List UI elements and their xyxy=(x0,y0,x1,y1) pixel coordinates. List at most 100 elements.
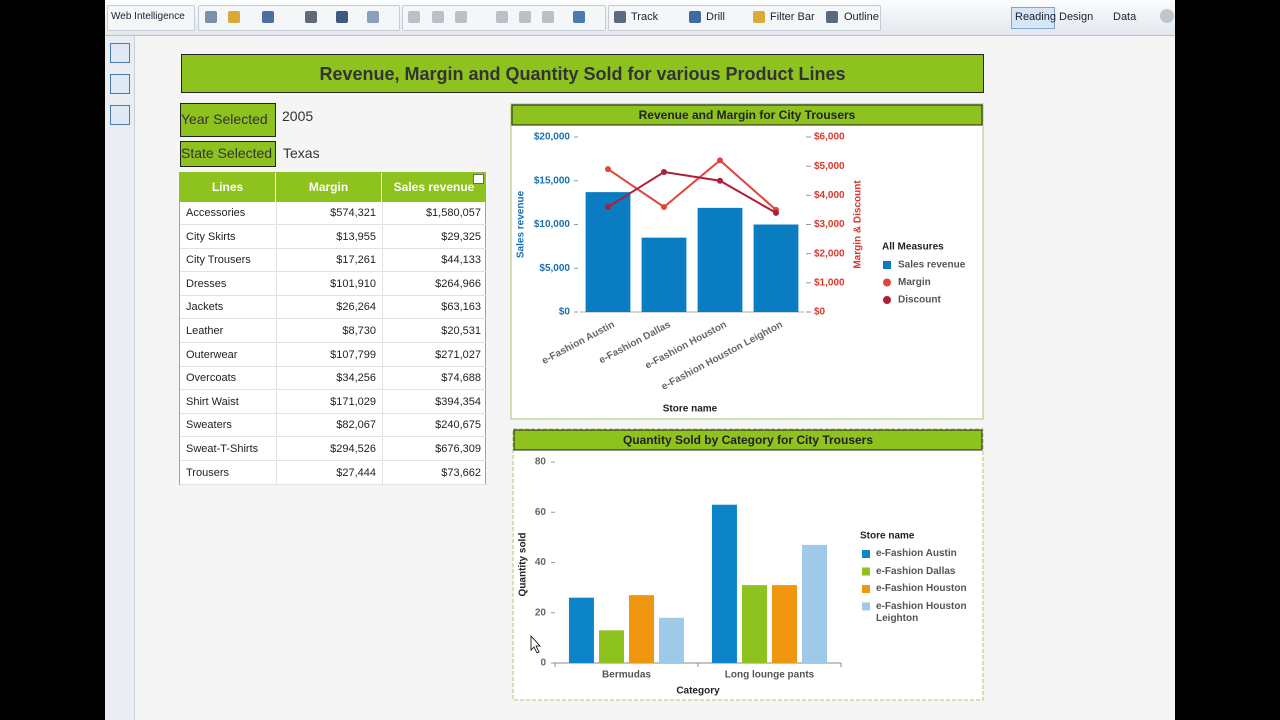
legend-swatch xyxy=(883,261,891,269)
redo-icon[interactable] xyxy=(519,11,531,23)
x-tick-label: Bermudas xyxy=(602,670,651,681)
table-cell: $574,321 xyxy=(276,202,382,225)
table-cell: $271,027 xyxy=(382,343,487,367)
x-tick-label: Long lounge pants xyxy=(725,670,815,681)
outline-button[interactable]: Outline xyxy=(844,11,879,23)
table-cell: City Trousers xyxy=(180,249,276,273)
bar xyxy=(711,504,737,663)
open-icon[interactable] xyxy=(228,11,240,23)
y2-tick-label: $0 xyxy=(814,307,826,318)
new-icon[interactable] xyxy=(205,11,217,23)
table-cell: Accessories xyxy=(180,202,276,225)
bar xyxy=(598,630,624,663)
app-menu[interactable] xyxy=(107,5,195,31)
mouse-cursor xyxy=(530,634,541,654)
outline-icon[interactable] xyxy=(826,11,838,23)
legend-label: Sales revenue xyxy=(898,260,966,271)
x-axis-title: Store name xyxy=(663,404,718,415)
table-cell: Dresses xyxy=(180,273,276,296)
print-icon[interactable] xyxy=(305,11,317,23)
filter-value: 2005 xyxy=(282,108,314,124)
reading-tab-bg[interactable] xyxy=(1011,7,1055,29)
refresh-icon[interactable] xyxy=(573,11,585,23)
track-icon[interactable] xyxy=(614,11,626,23)
data-tab[interactable]: Data xyxy=(1113,11,1137,23)
point xyxy=(661,169,667,175)
table-cell: Leather xyxy=(180,320,276,343)
cut-icon[interactable] xyxy=(408,11,420,23)
delete-icon[interactable] xyxy=(542,11,554,23)
table-cell: $17,261 xyxy=(276,249,382,273)
find-icon[interactable] xyxy=(336,11,348,23)
point xyxy=(661,204,667,210)
table-cell: $294,526 xyxy=(276,438,382,461)
report-title-bar xyxy=(181,54,984,93)
table-cell: $107,799 xyxy=(276,343,382,367)
table-cell: City Skirts xyxy=(180,226,276,249)
point xyxy=(717,177,723,184)
y-tick-label: $0 xyxy=(559,307,571,318)
bar xyxy=(585,192,631,312)
track-button[interactable]: Track xyxy=(631,11,659,23)
legend-label: e-Fashion Dallas xyxy=(876,565,956,577)
filter-bar-button[interactable]: Filter Bar xyxy=(770,11,815,23)
bar xyxy=(659,617,685,663)
filter-box xyxy=(180,141,276,167)
y-tick-label: 80 xyxy=(535,457,547,468)
side-panel xyxy=(105,36,135,720)
legend-label: e-Fashion Houston xyxy=(876,583,967,594)
y2-tick-label: $2,000 xyxy=(814,248,845,259)
table-cell: $13,955 xyxy=(276,225,382,249)
paste-icon[interactable] xyxy=(455,11,467,23)
bar xyxy=(697,207,743,312)
settings-icon[interactable] xyxy=(1160,9,1174,23)
point xyxy=(717,157,723,164)
table-cell: Outerwear xyxy=(180,344,276,367)
y-tick-label: 60 xyxy=(535,507,547,518)
y-tick-label: $5,000 xyxy=(539,263,570,274)
nav-icon[interactable] xyxy=(110,74,130,94)
table-cell: $74,688 xyxy=(382,367,487,391)
design-tab[interactable]: Design xyxy=(1059,11,1094,23)
filter-icon[interactable] xyxy=(753,11,765,23)
y-axis-title: Quantity sold xyxy=(518,533,529,597)
drill-icon[interactable] xyxy=(689,11,701,23)
drill-button[interactable]: Drill xyxy=(706,11,725,23)
legend-swatch xyxy=(862,567,870,576)
chart-title: Quantity Sold by Category for City Trous… xyxy=(623,433,873,447)
table-cell: $44,133 xyxy=(382,249,487,273)
mail-icon[interactable] xyxy=(367,11,379,23)
bar xyxy=(802,544,828,663)
table-cell: $26,264 xyxy=(276,296,382,320)
input-icon[interactable] xyxy=(110,105,130,125)
copy-icon[interactable] xyxy=(432,11,444,23)
bar xyxy=(629,595,655,663)
y2-tick-label: $3,000 xyxy=(814,219,845,230)
app-menu-label[interactable]: Web Intelligence xyxy=(111,11,185,22)
chart-title-bar xyxy=(511,104,983,126)
sort-icon xyxy=(473,174,484,184)
table-cell: $1,580,057 xyxy=(382,202,487,225)
table-cell: $82,067 xyxy=(276,414,382,438)
filter-value: Texas xyxy=(283,145,320,161)
y-tick-label: $10,000 xyxy=(534,219,571,230)
doc-icon[interactable] xyxy=(110,43,130,63)
filter-label: State Selected xyxy=(181,145,273,161)
undo-icon[interactable] xyxy=(496,11,508,23)
bar xyxy=(568,597,594,663)
reading-tab[interactable]: Reading xyxy=(1015,11,1056,23)
bar xyxy=(753,224,799,312)
y2-tick-label: $4,000 xyxy=(814,190,845,201)
legend-label: Discount xyxy=(898,295,941,306)
table-cell: Shirt Waist xyxy=(180,391,276,414)
legend-label: Margin xyxy=(898,277,931,288)
y-tick-label: $15,000 xyxy=(534,175,571,186)
legend-swatch xyxy=(883,278,891,287)
table-cell: $20,531 xyxy=(382,320,487,343)
point xyxy=(605,204,611,210)
save-icon[interactable] xyxy=(262,11,274,23)
data-table: Lines Margin Sales revenue Accessories $574,… xyxy=(179,172,487,485)
bar xyxy=(641,237,687,312)
column-header: Lines xyxy=(180,173,276,202)
